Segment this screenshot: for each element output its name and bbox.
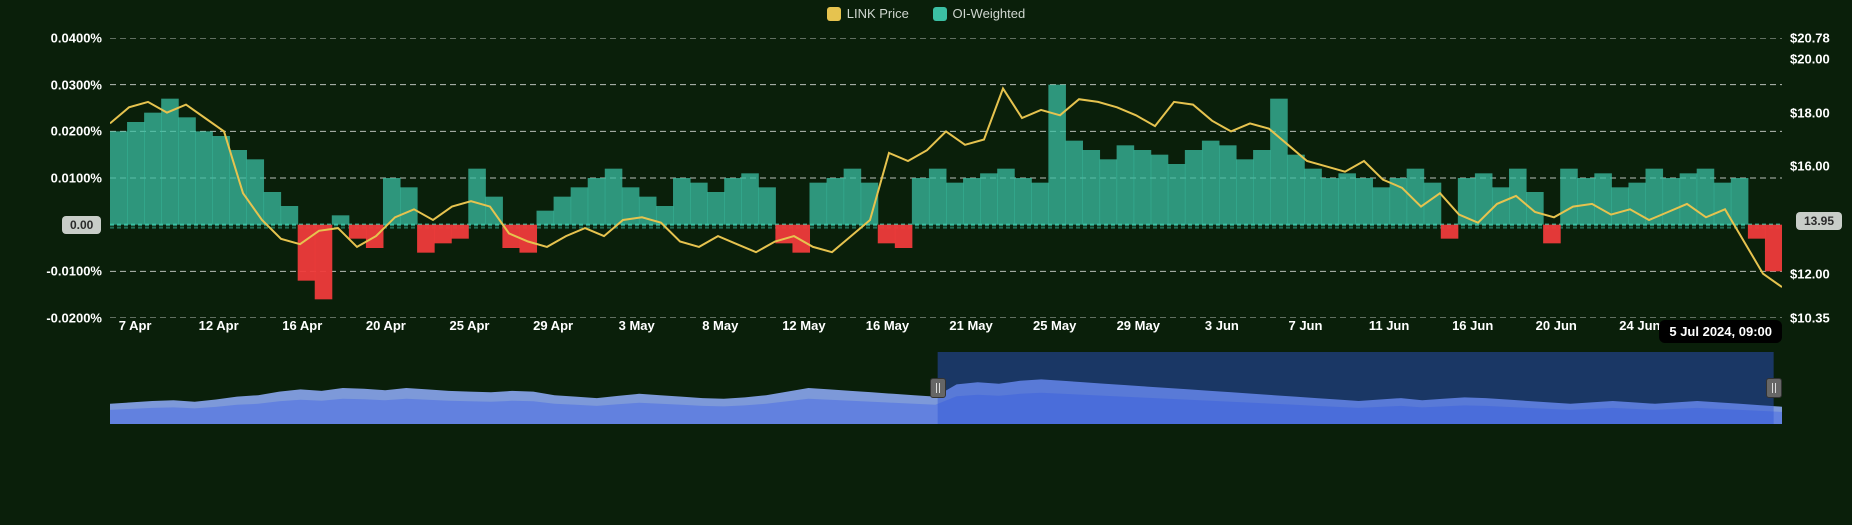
x-tick: 11 Jun — [1369, 318, 1409, 333]
navigator-handle-right[interactable] — [1766, 378, 1782, 398]
x-tick: 20 Apr — [366, 318, 406, 333]
legend-label: OI-Weighted — [953, 6, 1026, 21]
x-tick: 25 May — [1033, 318, 1076, 333]
y-left-tick: -0.0200% — [0, 311, 108, 326]
y-axis-right: $20.78$20.00$18.00$16.00$12.00$10.35 — [1784, 38, 1852, 318]
main-plot[interactable] — [110, 38, 1782, 318]
y-left-tick: 0.0200% — [0, 124, 108, 139]
y-left-tick: 0.0300% — [0, 77, 108, 92]
plot-svg — [110, 38, 1782, 318]
x-tick: 7 Apr — [119, 318, 152, 333]
legend-swatch-oi — [933, 7, 947, 21]
legend-item-price[interactable]: LINK Price — [827, 6, 909, 21]
x-tick: 7 Jun — [1288, 318, 1322, 333]
x-axis: 7 Apr 12 Apr 16 Apr 20 Apr 25 Apr 29 Apr 3 May… — [110, 318, 1782, 340]
y-right-tick: $12.00 — [1784, 266, 1852, 281]
legend: LINK Price OI-Weighted — [0, 6, 1852, 24]
chart-container: LINK Price OI-Weighted 0.0400% 0.0300% 0.0… — [0, 0, 1852, 525]
x-tick: 12 Apr — [199, 318, 239, 333]
x-tick: 16 May — [866, 318, 909, 333]
x-tick: 12 May — [782, 318, 825, 333]
y-right-tick: $16.00 — [1784, 159, 1852, 174]
y-left-tick: 0.0400% — [0, 31, 108, 46]
x-tick: 29 Apr — [533, 318, 573, 333]
navigator[interactable] — [110, 352, 1782, 424]
x-tick: 16 Apr — [282, 318, 322, 333]
x-tick: 24 Jun — [1619, 318, 1660, 333]
x-tick: 3 Jun — [1205, 318, 1239, 333]
y-left-tick: 0.0100% — [0, 171, 108, 186]
x-tick: 29 May — [1117, 318, 1160, 333]
x-tick: 20 Jun — [1536, 318, 1577, 333]
date-tooltip: 5 Jul 2024, 09:00 — [1659, 320, 1782, 343]
legend-label: LINK Price — [847, 6, 909, 21]
x-tick: 8 May — [702, 318, 738, 333]
x-tick: 25 Apr — [449, 318, 489, 333]
x-tick: 3 May — [619, 318, 655, 333]
y-axis-left: 0.0400%0.0300%0.0200%0.0100%-0.0100%-0.0… — [0, 38, 108, 318]
y-right-tick: $20.78 — [1784, 31, 1852, 46]
y-right-tick: $18.00 — [1784, 105, 1852, 120]
navigator-svg — [110, 352, 1782, 424]
legend-item-oi[interactable]: OI-Weighted — [933, 6, 1026, 21]
x-tick: 16 Jun — [1452, 318, 1493, 333]
x-tick: 21 May — [949, 318, 992, 333]
y-left-tick: -0.0100% — [0, 264, 108, 279]
y-right-tick: $20.00 — [1784, 51, 1852, 66]
zero-badge: 0.00 — [62, 216, 101, 234]
navigator-handle-left[interactable] — [930, 378, 946, 398]
current-price-badge: 13.95 — [1796, 212, 1842, 230]
y-right-tick: $10.35 — [1784, 311, 1852, 326]
legend-swatch-price — [827, 7, 841, 21]
